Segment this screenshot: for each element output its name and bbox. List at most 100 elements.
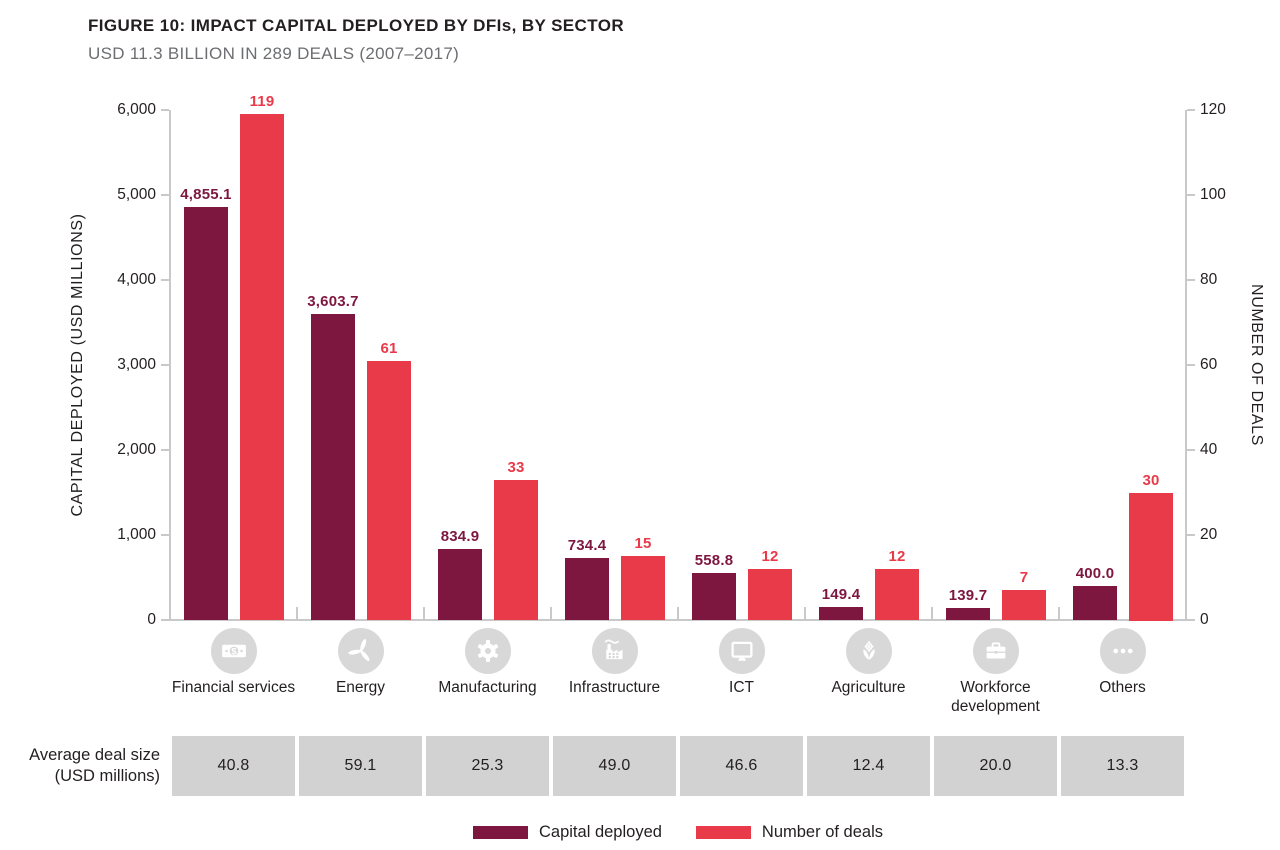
legend-swatch — [695, 825, 751, 839]
right-axis-tick-label: 0 — [1200, 611, 1209, 628]
average-deal-size-cell: 13.3 — [1061, 736, 1184, 796]
category-label: Others — [1099, 679, 1146, 696]
deals-bar — [494, 480, 538, 620]
right-axis-tick-label: 120 — [1200, 101, 1226, 118]
left-axis-tick-label: 2,000 — [117, 441, 156, 458]
average-deal-size-cell: 20.0 — [934, 736, 1057, 796]
left-axis-tick — [161, 279, 169, 281]
capital-bar — [565, 558, 609, 620]
left-axis-tick — [161, 364, 169, 366]
deals-count-label: 15 — [634, 535, 652, 552]
left-axis-title: CAPITAL DEPLOYED (USD MILLIONS) — [69, 213, 86, 517]
capital-bar — [1073, 586, 1117, 620]
capital-value-label: 149.4 — [821, 586, 861, 603]
left-axis-tick-label: 4,000 — [117, 271, 156, 288]
category-label: Workforce development — [951, 679, 1040, 715]
deals-count-label: 12 — [761, 548, 779, 565]
right-axis-tick — [1187, 194, 1195, 196]
left-axis-line — [169, 110, 171, 621]
category-label: ICT — [729, 679, 754, 696]
svg-text:$: $ — [231, 646, 237, 656]
average-deal-size-label-line2: (USD millions) — [54, 767, 160, 785]
capital-value-label: 834.9 — [440, 528, 480, 545]
deals-bar — [875, 569, 919, 620]
factory-icon — [592, 628, 638, 674]
legend-swatch — [473, 825, 528, 839]
average-deal-size-cell: 46.6 — [680, 736, 803, 796]
right-axis-tick — [1187, 619, 1195, 621]
left-axis-tick-label: 6,000 — [117, 101, 156, 118]
legend-label: Capital deployed — [539, 822, 662, 841]
left-axis-tick-label: 5,000 — [117, 186, 156, 203]
left-axis-tick — [161, 534, 169, 536]
category-boundary-tick — [677, 607, 679, 619]
deals-count-label: 33 — [507, 459, 525, 476]
left-axis-tick — [161, 194, 169, 196]
deals-count-label: 119 — [249, 93, 275, 110]
right-axis-tick-label: 80 — [1200, 271, 1218, 288]
deals-count-label: 30 — [1142, 472, 1160, 489]
capital-bar — [438, 549, 482, 620]
category-label: Infrastructure — [568, 679, 661, 696]
deals-bar — [621, 556, 665, 620]
corn-icon — [846, 628, 892, 674]
left-axis-tick-label: 0 — [147, 611, 156, 628]
gear-icon — [465, 628, 511, 674]
capital-bar — [311, 314, 355, 620]
category-label: Agriculture — [831, 679, 906, 696]
banknote-icon: $ — [211, 628, 257, 674]
capital-value-label: 558.8 — [694, 552, 734, 569]
deals-bar — [367, 361, 411, 620]
average-deal-size-cell: 40.8 — [172, 736, 295, 796]
briefcase-icon — [973, 628, 1019, 674]
deals-bar — [240, 114, 284, 620]
right-axis-line — [1185, 110, 1187, 621]
category-label: Manufacturing — [438, 679, 537, 696]
legend-item: Number of deals — [695, 822, 883, 842]
category-boundary-tick — [423, 607, 425, 619]
category-boundary-tick — [1058, 607, 1060, 619]
average-deal-size-cell: 59.1 — [299, 736, 422, 796]
deals-count-label: 12 — [888, 548, 906, 565]
capital-value-label: 4,855.1 — [180, 186, 232, 203]
average-deal-size-row-label: Average deal size (USD millions) — [0, 736, 160, 796]
legend-item: Capital deployed — [473, 823, 662, 842]
wind-turbine-icon — [338, 628, 384, 674]
category-boundary-tick — [931, 607, 933, 619]
right-axis-tick — [1187, 279, 1195, 281]
average-deal-size-cell: 25.3 — [426, 736, 549, 796]
capital-value-label: 3,603.7 — [307, 293, 359, 310]
right-axis-tick — [1187, 364, 1195, 366]
right-axis-tick — [1187, 109, 1195, 111]
average-deal-size-cell: 12.4 — [807, 736, 930, 796]
capital-bar — [819, 607, 863, 620]
category-label: Financial services — [171, 679, 296, 696]
bottom-axis-line — [169, 619, 1187, 621]
category-label: Energy — [335, 679, 386, 696]
average-deal-size-label-line1: Average deal size — [29, 746, 160, 764]
figure-title: FIGURE 10: IMPACT CAPITAL DEPLOYED BY DF… — [88, 16, 624, 35]
monitor-icon — [719, 628, 765, 674]
capital-value-label: 734.4 — [567, 537, 607, 554]
capital-value-label: 400.0 — [1075, 565, 1115, 582]
legend-label: Number of deals — [761, 822, 883, 841]
deals-bar — [1002, 590, 1046, 620]
capital-bar — [692, 573, 736, 620]
left-axis-tick — [161, 109, 169, 111]
left-axis-tick-label: 1,000 — [117, 526, 156, 543]
category-boundary-tick — [550, 607, 552, 619]
deals-bar — [748, 569, 792, 620]
deals-count-label: 61 — [380, 340, 398, 357]
deals-bar — [1129, 493, 1173, 621]
right-axis-tick — [1187, 534, 1195, 536]
figure-subtitle: USD 11.3 BILLION IN 289 DEALS (2007–2017… — [88, 44, 460, 63]
right-axis-tick-label: 20 — [1200, 526, 1218, 543]
average-deal-size-cell: 49.0 — [553, 736, 676, 796]
right-axis-tick-label: 60 — [1200, 356, 1218, 373]
capital-bar — [184, 207, 228, 620]
category-boundary-tick — [804, 607, 806, 619]
capital-value-label: 139.7 — [948, 587, 988, 604]
right-axis-tick-label: 100 — [1200, 186, 1226, 203]
left-axis-tick-label: 3,000 — [117, 356, 156, 373]
